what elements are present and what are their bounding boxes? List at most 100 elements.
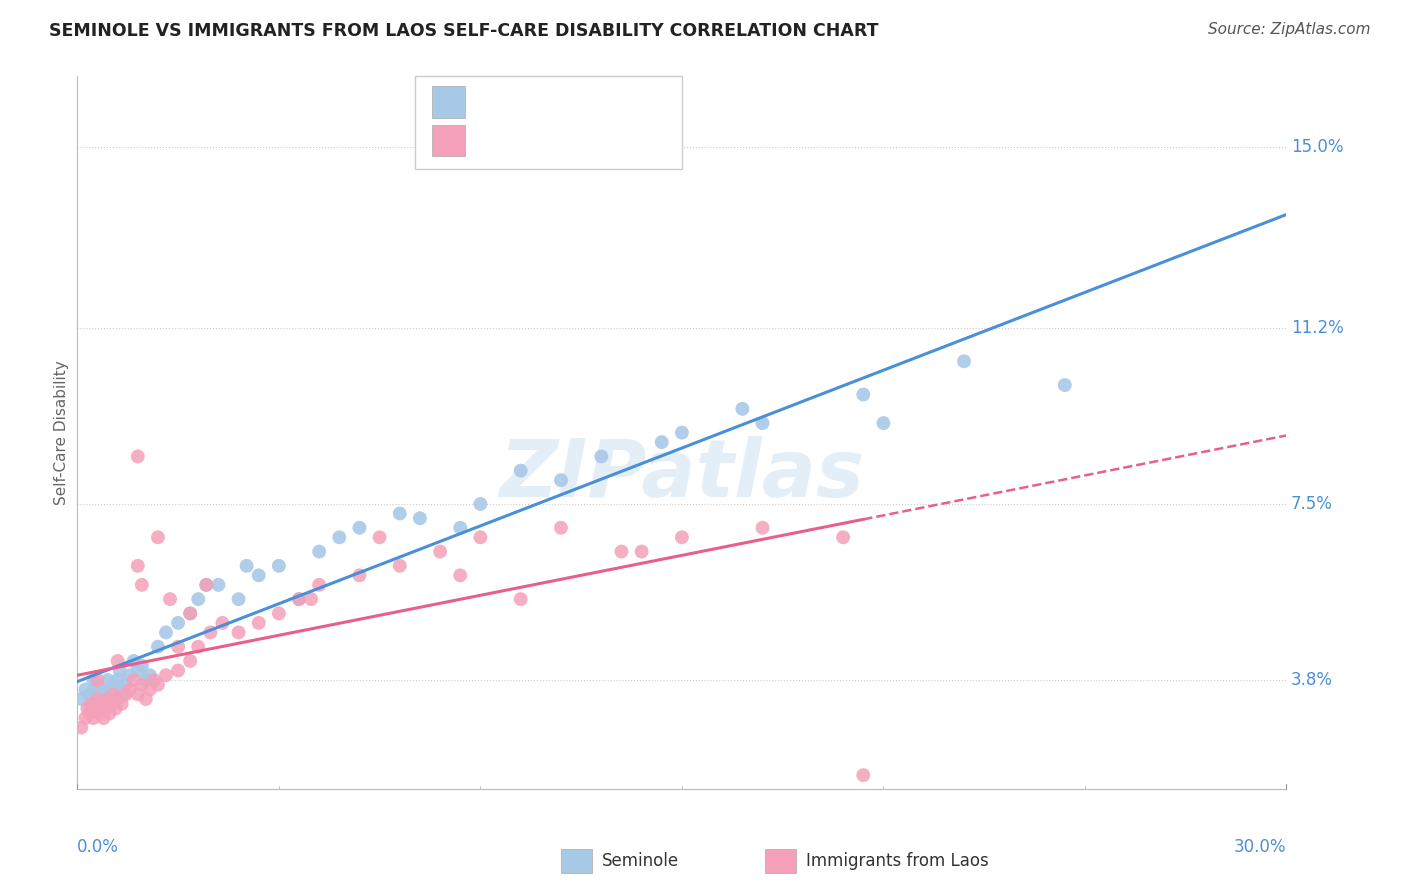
Point [751,416,773,430]
Point [187,640,209,654]
Point [235,558,257,573]
Point [832,530,855,544]
Point [155,625,177,640]
Point [449,521,471,535]
Point [107,673,129,687]
Point [228,625,250,640]
Text: SEMINOLE VS IMMIGRANTS FROM LAOS SELF-CARE DISABILITY CORRELATION CHART: SEMINOLE VS IMMIGRANTS FROM LAOS SELF-CA… [49,22,879,40]
Point [79,687,101,701]
Point [139,668,162,682]
Point [671,530,693,544]
Text: Source: ZipAtlas.com: Source: ZipAtlas.com [1208,22,1371,37]
Point [82,711,104,725]
Point [211,615,233,630]
Point [127,558,149,573]
Point [75,682,97,697]
Point [86,673,108,687]
Point [167,664,190,678]
Point [86,678,108,692]
Point [228,592,250,607]
Point [104,701,127,715]
Point [550,473,572,487]
Point [368,530,391,544]
Y-axis label: Self-Care Disability: Self-Care Disability [53,360,69,505]
Point [84,687,107,701]
Point [135,692,157,706]
Point [104,687,127,701]
Point [100,692,122,706]
Point [509,464,531,478]
Point [308,544,330,558]
Point [610,544,633,558]
Point [155,668,177,682]
Point [349,521,371,535]
Point [118,668,141,682]
Point [167,640,190,654]
Point [100,697,122,711]
Point [550,521,572,535]
Point [142,673,165,687]
Point [90,697,112,711]
Point [731,401,754,416]
Point [135,673,157,687]
Point [308,578,330,592]
Text: R = 0.179   N = 65: R = 0.179 N = 65 [475,131,633,149]
Point [852,387,875,401]
Point [388,507,411,521]
Text: R = 0.567   N = 57: R = 0.567 N = 57 [475,93,633,111]
Point [159,592,181,607]
Point [122,673,145,687]
Point [470,530,492,544]
Point [409,511,432,525]
Point [103,678,125,692]
Point [388,558,411,573]
Point [114,678,136,692]
Text: 3.8%: 3.8% [1291,671,1333,689]
Point [852,768,875,782]
Point [953,354,976,368]
Point [146,530,169,544]
Point [80,697,103,711]
Point [93,687,115,701]
Point [108,664,131,678]
Point [75,711,97,725]
Point [70,721,93,735]
Point [107,692,129,706]
Point [187,592,209,607]
Point [96,692,118,706]
Point [247,568,270,582]
Point [111,697,134,711]
Point [127,687,149,701]
Point [449,568,471,582]
Point [1053,378,1076,392]
Point [195,578,218,592]
Point [80,697,103,711]
Point [651,435,673,450]
Point [82,673,104,687]
Point [509,592,531,607]
Point [247,615,270,630]
Point [179,607,201,621]
Point [122,654,145,668]
Point [751,521,773,535]
Point [114,687,136,701]
Point [103,687,125,701]
Point [288,592,311,607]
Point [93,711,115,725]
Point [98,682,121,697]
Text: 0.0%: 0.0% [77,838,120,856]
Point [86,692,108,706]
Point [131,658,153,673]
Point [591,450,613,464]
Point [131,678,153,692]
Point [70,692,93,706]
Point [267,607,290,621]
Point [429,544,451,558]
Point [207,578,229,592]
Point [267,558,290,573]
Point [195,578,218,592]
Point [139,682,162,697]
Point [299,592,322,607]
Point [470,497,492,511]
Point [179,654,201,668]
